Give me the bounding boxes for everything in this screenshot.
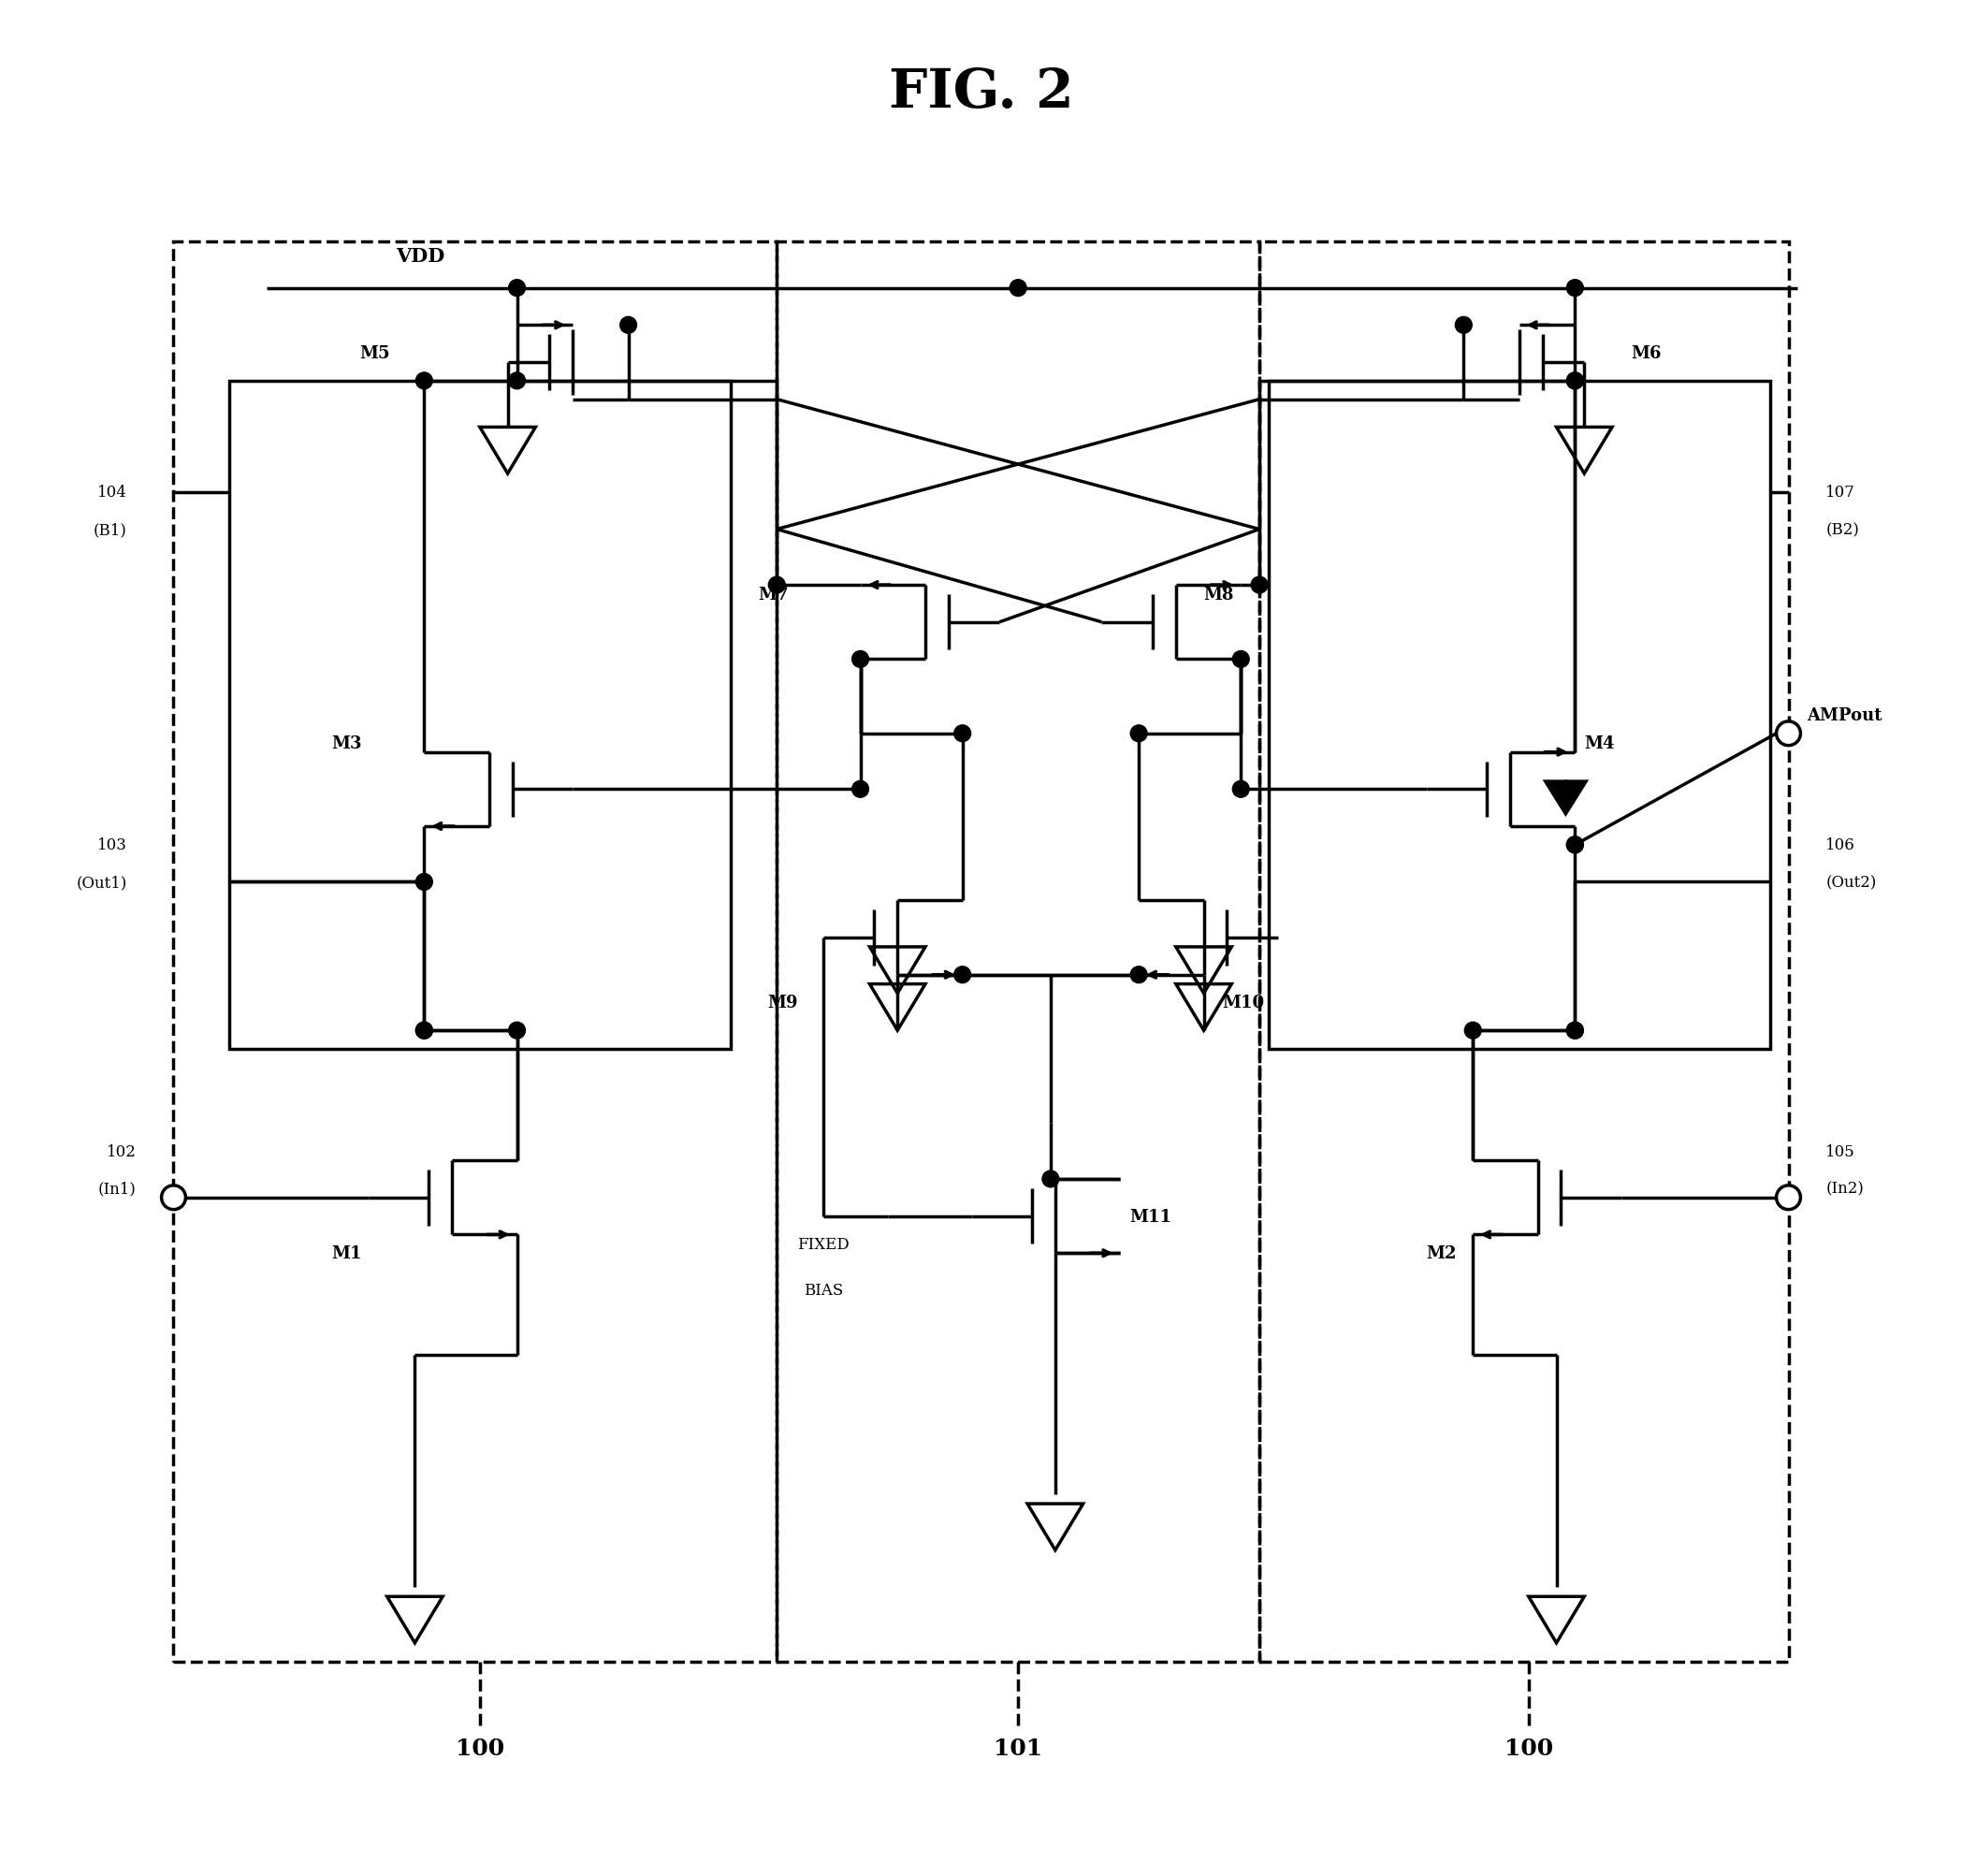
Circle shape (1776, 1186, 1801, 1210)
Circle shape (1042, 1171, 1059, 1188)
Text: M5: M5 (359, 345, 390, 362)
Circle shape (954, 726, 971, 743)
Text: 101: 101 (993, 1737, 1042, 1760)
Circle shape (508, 373, 526, 390)
Circle shape (852, 780, 869, 797)
Circle shape (1566, 1022, 1583, 1039)
Text: (Out1): (Out1) (77, 874, 128, 891)
Text: 103: 103 (98, 837, 128, 854)
Circle shape (1456, 317, 1472, 334)
Circle shape (1232, 651, 1250, 668)
Circle shape (416, 373, 432, 390)
Circle shape (1252, 578, 1267, 595)
Text: M11: M11 (1130, 1208, 1171, 1225)
Bar (230, 381, 730, 1049)
Circle shape (954, 966, 971, 983)
Bar (173, 242, 777, 1662)
Text: (In2): (In2) (1825, 1180, 1864, 1197)
Text: 104: 104 (98, 484, 128, 501)
Text: M1: M1 (332, 1246, 361, 1263)
Circle shape (416, 1022, 432, 1039)
Bar (777, 242, 1260, 1662)
Text: 102: 102 (106, 1142, 137, 1159)
Circle shape (769, 578, 785, 595)
Circle shape (161, 1186, 186, 1210)
Text: 106: 106 (1825, 837, 1856, 854)
Text: (B2): (B2) (1825, 522, 1860, 538)
Text: 105: 105 (1825, 1142, 1856, 1159)
Circle shape (508, 280, 526, 296)
Text: (In1): (In1) (98, 1180, 137, 1197)
Circle shape (1566, 280, 1583, 296)
Circle shape (1010, 280, 1026, 296)
Text: M8: M8 (1205, 587, 1234, 604)
Text: M2: M2 (1426, 1246, 1458, 1263)
Text: (Out2): (Out2) (1825, 874, 1876, 891)
Text: FIXED: FIXED (797, 1236, 850, 1251)
Text: AMPout: AMPout (1807, 707, 1882, 724)
Circle shape (1232, 780, 1250, 797)
Circle shape (620, 317, 638, 334)
Circle shape (1566, 373, 1583, 390)
Bar (1269, 381, 1770, 1049)
Text: (B1): (B1) (94, 522, 128, 538)
Text: BIAS: BIAS (804, 1283, 844, 1298)
Circle shape (1130, 966, 1148, 983)
Circle shape (1566, 837, 1583, 854)
Text: 107: 107 (1825, 484, 1856, 501)
Bar (1260, 242, 1789, 1662)
Text: 100: 100 (1505, 1737, 1554, 1760)
Text: M4: M4 (1583, 735, 1615, 752)
Text: M10: M10 (1222, 994, 1265, 1011)
Circle shape (1566, 837, 1583, 854)
Text: M7: M7 (757, 587, 789, 604)
Text: 100: 100 (455, 1737, 504, 1760)
Text: VDD: VDD (396, 248, 445, 265)
Circle shape (1566, 1022, 1583, 1039)
Circle shape (416, 874, 432, 891)
Circle shape (1130, 726, 1148, 743)
Text: M3: M3 (332, 735, 361, 752)
Text: M6: M6 (1630, 345, 1662, 362)
Circle shape (416, 1022, 432, 1039)
Circle shape (1464, 1022, 1481, 1039)
Circle shape (852, 651, 869, 668)
Text: FIG. 2: FIG. 2 (889, 66, 1073, 118)
Circle shape (508, 1022, 526, 1039)
Circle shape (1776, 722, 1801, 747)
Circle shape (1566, 373, 1583, 390)
Text: M9: M9 (767, 994, 799, 1011)
Polygon shape (1542, 780, 1589, 818)
